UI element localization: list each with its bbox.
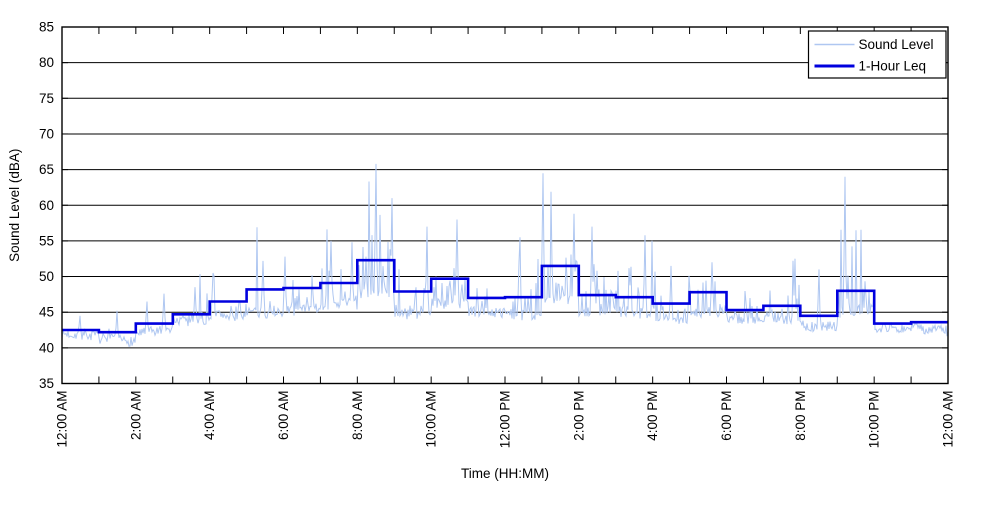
x-tick-label: 4:00 PM xyxy=(645,391,660,441)
y-tick-labels: 35 40 45 50 55 60 65 70 75 80 85 xyxy=(39,20,54,392)
x-tick-label: 2:00 PM xyxy=(571,391,586,441)
legend-label-leq: 1-Hour Leq xyxy=(859,59,927,74)
y-tick-label: 45 xyxy=(39,305,54,320)
x-tick-label: 12:00 AM xyxy=(941,391,956,448)
x-tick-label: 10:00 AM xyxy=(424,391,439,448)
y-tick-label: 60 xyxy=(39,198,54,213)
y-tick-label: 70 xyxy=(39,126,54,141)
y-tick-label: 75 xyxy=(39,91,54,106)
legend-box xyxy=(807,30,947,79)
legend: Sound Level 1-Hour Leq xyxy=(807,30,947,79)
x-tick-label: 12:00 PM xyxy=(498,391,513,449)
leq-step-line xyxy=(62,258,948,334)
y-axis-label: Sound Level (dBA) xyxy=(7,149,22,262)
y-tick-label: 50 xyxy=(39,269,54,284)
x-tick-label: 4:00 AM xyxy=(202,391,217,441)
y-tick-label: 65 xyxy=(39,162,54,177)
x-axis-label: Time (HH:MM) xyxy=(461,466,549,481)
legend-label-sound-level: Sound Level xyxy=(859,37,934,52)
x-tick-label: 2:00 AM xyxy=(128,391,143,441)
y-tick-label: 35 xyxy=(39,376,54,391)
y-tick-label: 40 xyxy=(39,340,54,355)
y-tick-label: 85 xyxy=(39,20,54,35)
y-gridlines xyxy=(62,62,948,349)
y-tick-label: 55 xyxy=(39,233,54,248)
y-tick-label: 80 xyxy=(39,55,54,70)
sound-level-line xyxy=(61,163,949,347)
plot-box xyxy=(61,26,949,385)
x-tick-label: 8:00 PM xyxy=(793,391,808,441)
x-tick-label: 6:00 PM xyxy=(719,391,734,441)
x-tick-label: 10:00 PM xyxy=(867,391,882,449)
x-tick-label: 8:00 AM xyxy=(350,391,365,441)
x-tick-label: 12:00 AM xyxy=(55,391,70,448)
x-tick-label: 6:00 AM xyxy=(276,391,291,441)
x-tick-labels: 12:00 AM 2:00 AM 4:00 AM 6:00 AM 8:00 AM 10:0… xyxy=(55,391,956,449)
